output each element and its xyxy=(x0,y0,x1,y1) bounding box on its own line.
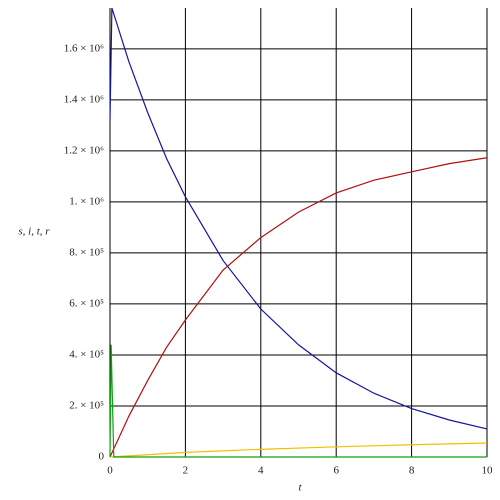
data-line xyxy=(109,157,488,458)
x-tick-label: 6 xyxy=(333,465,339,477)
data-line xyxy=(109,442,488,458)
x-tick-label: 2 xyxy=(183,465,189,477)
y-tick-label: 4. × 10⁵ xyxy=(69,348,104,360)
y-tick-label: 0 xyxy=(99,451,105,463)
x-tick-label: 10 xyxy=(482,465,494,477)
y-tick-label: 2. × 10⁵ xyxy=(69,400,104,412)
y-tick-label: 1.2 × 10⁶ xyxy=(64,144,104,156)
data-line xyxy=(109,344,487,458)
data-line xyxy=(109,7,488,430)
x-tick-label: 8 xyxy=(409,465,415,477)
y-tick-label: 6. × 10⁵ xyxy=(69,297,104,309)
y-tick-label: 1. × 10⁶ xyxy=(69,195,104,207)
y-tick-label: 8. × 10⁵ xyxy=(69,246,104,258)
x-tick-label: 0 xyxy=(107,465,113,477)
y-axis-label: s, i, t, r xyxy=(18,226,50,238)
y-tick-label: 1.4 × 10⁶ xyxy=(64,93,104,105)
x-tick-label: 4 xyxy=(258,465,264,477)
x-axis-label: t xyxy=(298,482,302,494)
y-tick-label: 1.6 × 10⁶ xyxy=(64,42,104,54)
